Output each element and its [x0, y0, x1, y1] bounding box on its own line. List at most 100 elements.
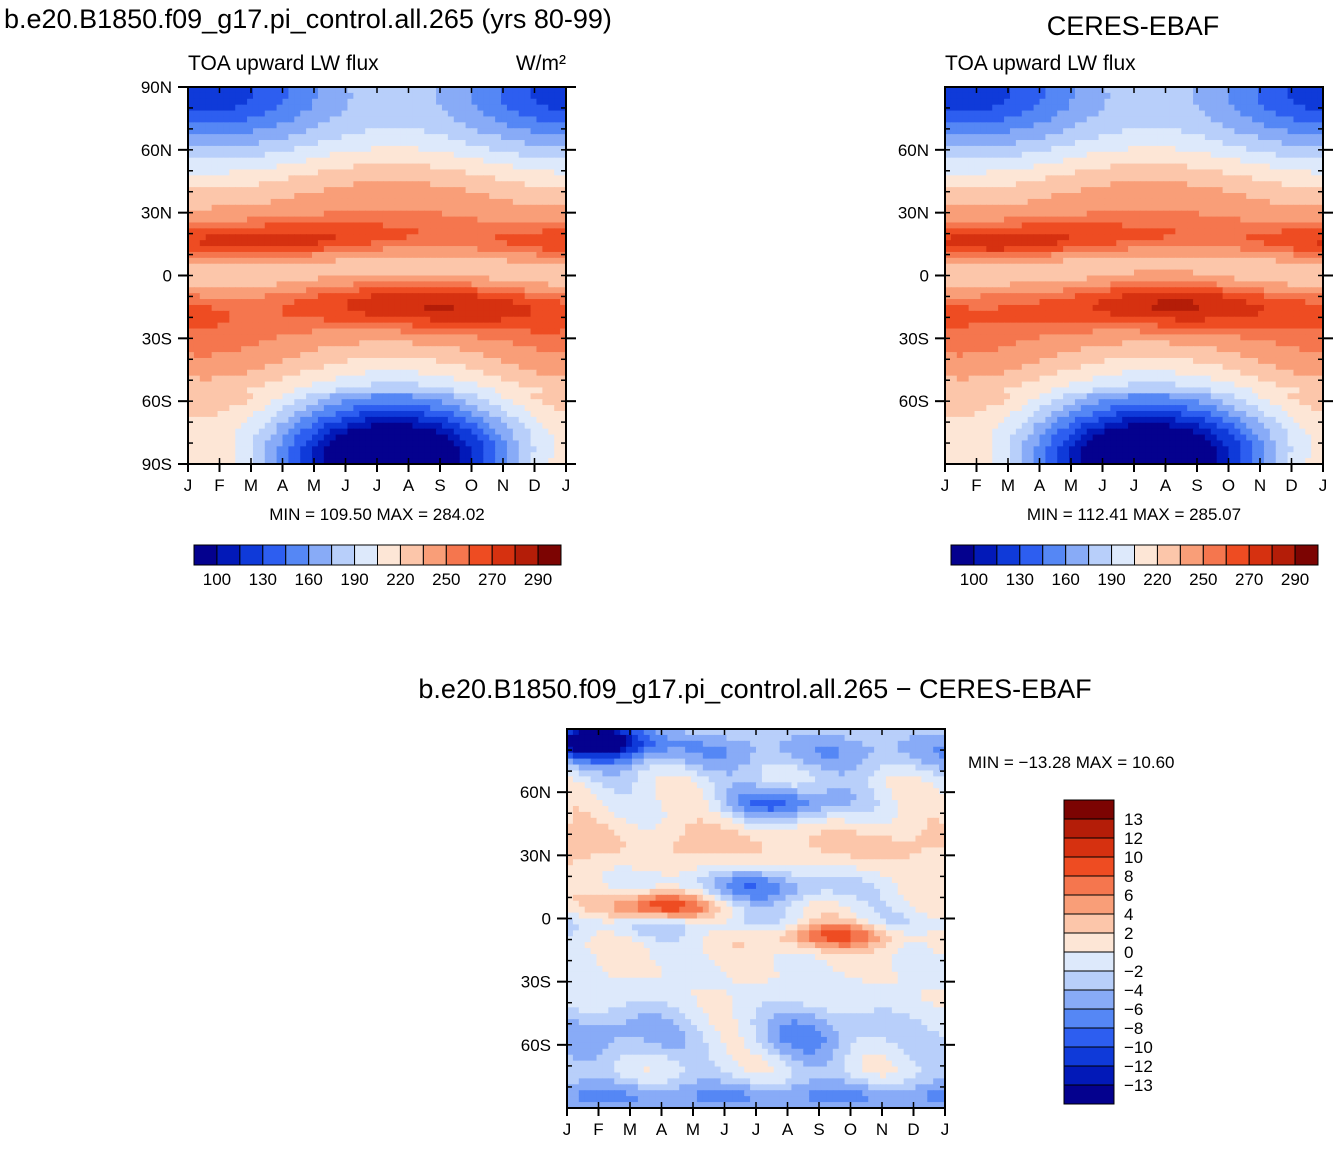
- contour-cell: [1074, 122, 1082, 129]
- contour-cell: [430, 240, 437, 247]
- model-title: b.e20.B1850.f09_g17.pi_control.all.265 (…: [4, 4, 612, 34]
- contour-cell: [524, 104, 532, 112]
- contour-cell: [288, 310, 295, 318]
- contour-cell: [1198, 110, 1206, 118]
- contour-cell: [353, 304, 360, 312]
- contour-cell: [217, 193, 225, 200]
- contour-cell: [288, 92, 295, 100]
- contour-cell: [512, 187, 520, 194]
- contour-cell: [294, 399, 301, 406]
- contour-cell: [512, 299, 520, 306]
- contour-cell: [365, 87, 372, 94]
- contour-cell: [441, 157, 449, 165]
- contour-cell: [495, 87, 502, 94]
- contour-cell: [258, 145, 266, 153]
- contour-cell: [554, 116, 561, 123]
- contour-cell: [193, 193, 201, 200]
- contour-cell: [412, 157, 419, 165]
- contour-cell: [400, 263, 408, 271]
- contour-cell: [400, 122, 408, 129]
- contour-cell: [542, 316, 549, 324]
- contour-cell: [193, 169, 201, 176]
- contour-cell: [199, 187, 207, 194]
- contour-cell: [483, 198, 490, 206]
- contour-cell: [205, 399, 213, 406]
- contour-cell: [1216, 104, 1224, 112]
- contour-cell: [512, 340, 520, 347]
- contour-cell: [506, 140, 514, 147]
- contour-cell: [506, 381, 514, 389]
- contour-cell: [447, 251, 455, 259]
- contour-cell: [341, 410, 349, 418]
- contour-cell: [974, 98, 982, 106]
- contour-cell: [353, 440, 360, 447]
- contour-cell: [394, 140, 402, 147]
- y-tick-label: 60S: [142, 392, 172, 411]
- contour-cell: [252, 193, 260, 200]
- contour-cell: [306, 434, 313, 442]
- contour-cell: [235, 240, 242, 247]
- contour-cell: [1015, 98, 1023, 106]
- contour-cell: [335, 393, 343, 400]
- contour-cell: [306, 346, 313, 353]
- contour-cell: [323, 416, 331, 424]
- contour-cell: [424, 275, 431, 282]
- contour-cell: [536, 446, 543, 453]
- contour-cell: [536, 181, 543, 188]
- contour-cell: [217, 340, 225, 347]
- contour-cell: [512, 405, 520, 412]
- contour-cell: [394, 104, 402, 112]
- contour-cell: [347, 405, 354, 412]
- contour-cell: [441, 263, 449, 271]
- contour-cell: [430, 416, 437, 424]
- contour-cell: [453, 340, 461, 347]
- contour-cell: [217, 416, 225, 424]
- contour-cell: [542, 169, 549, 176]
- contour-cell: [1198, 92, 1206, 100]
- contour-cell: [506, 157, 514, 165]
- contour-cell: [501, 263, 508, 271]
- contour-cell: [193, 434, 201, 442]
- contour-cell: [1051, 145, 1058, 153]
- contour-cell: [536, 263, 543, 271]
- contour-cell: [441, 175, 449, 182]
- contour-cell: [465, 446, 473, 453]
- contour-cell: [1057, 104, 1064, 112]
- contour-cell: [193, 393, 201, 400]
- contour-cell: [453, 151, 461, 159]
- contour-cell: [471, 110, 479, 118]
- colorbar-swatch: [537, 544, 562, 566]
- contour-cell: [229, 299, 236, 306]
- contour-cell: [306, 251, 313, 259]
- contour-cell: [430, 375, 437, 383]
- contour-cell: [258, 169, 266, 176]
- contour-cell: [371, 416, 378, 424]
- contour-cell: [412, 116, 419, 123]
- contour-cell: [1234, 104, 1241, 112]
- contour-cell: [247, 334, 254, 341]
- contour-cell: [359, 304, 366, 312]
- contour-cell: [329, 110, 337, 118]
- contour-cell: [536, 104, 543, 112]
- contour-cell: [205, 334, 213, 341]
- contour-cell: [223, 116, 230, 123]
- contour-cell: [1051, 122, 1058, 129]
- contour-cell: [353, 287, 360, 294]
- contour-cell: [400, 452, 408, 459]
- contour-cell: [518, 363, 526, 371]
- contour-cell: [1299, 98, 1306, 106]
- contour-cell: [1104, 92, 1111, 100]
- contour-cell: [1187, 104, 1194, 112]
- contour-cell: [270, 357, 278, 365]
- contour-cell: [430, 458, 437, 464]
- contour-cell: [312, 410, 319, 418]
- contour-cell: [1311, 145, 1318, 153]
- contour-cell: [288, 428, 295, 436]
- contour-cell: [1293, 145, 1300, 153]
- contour-cell: [424, 416, 431, 424]
- contour-cell: [447, 193, 455, 200]
- contour-cell: [400, 393, 408, 400]
- contour-cell: [223, 281, 230, 288]
- contour-cell: [388, 369, 396, 377]
- contour-cell: [335, 299, 343, 306]
